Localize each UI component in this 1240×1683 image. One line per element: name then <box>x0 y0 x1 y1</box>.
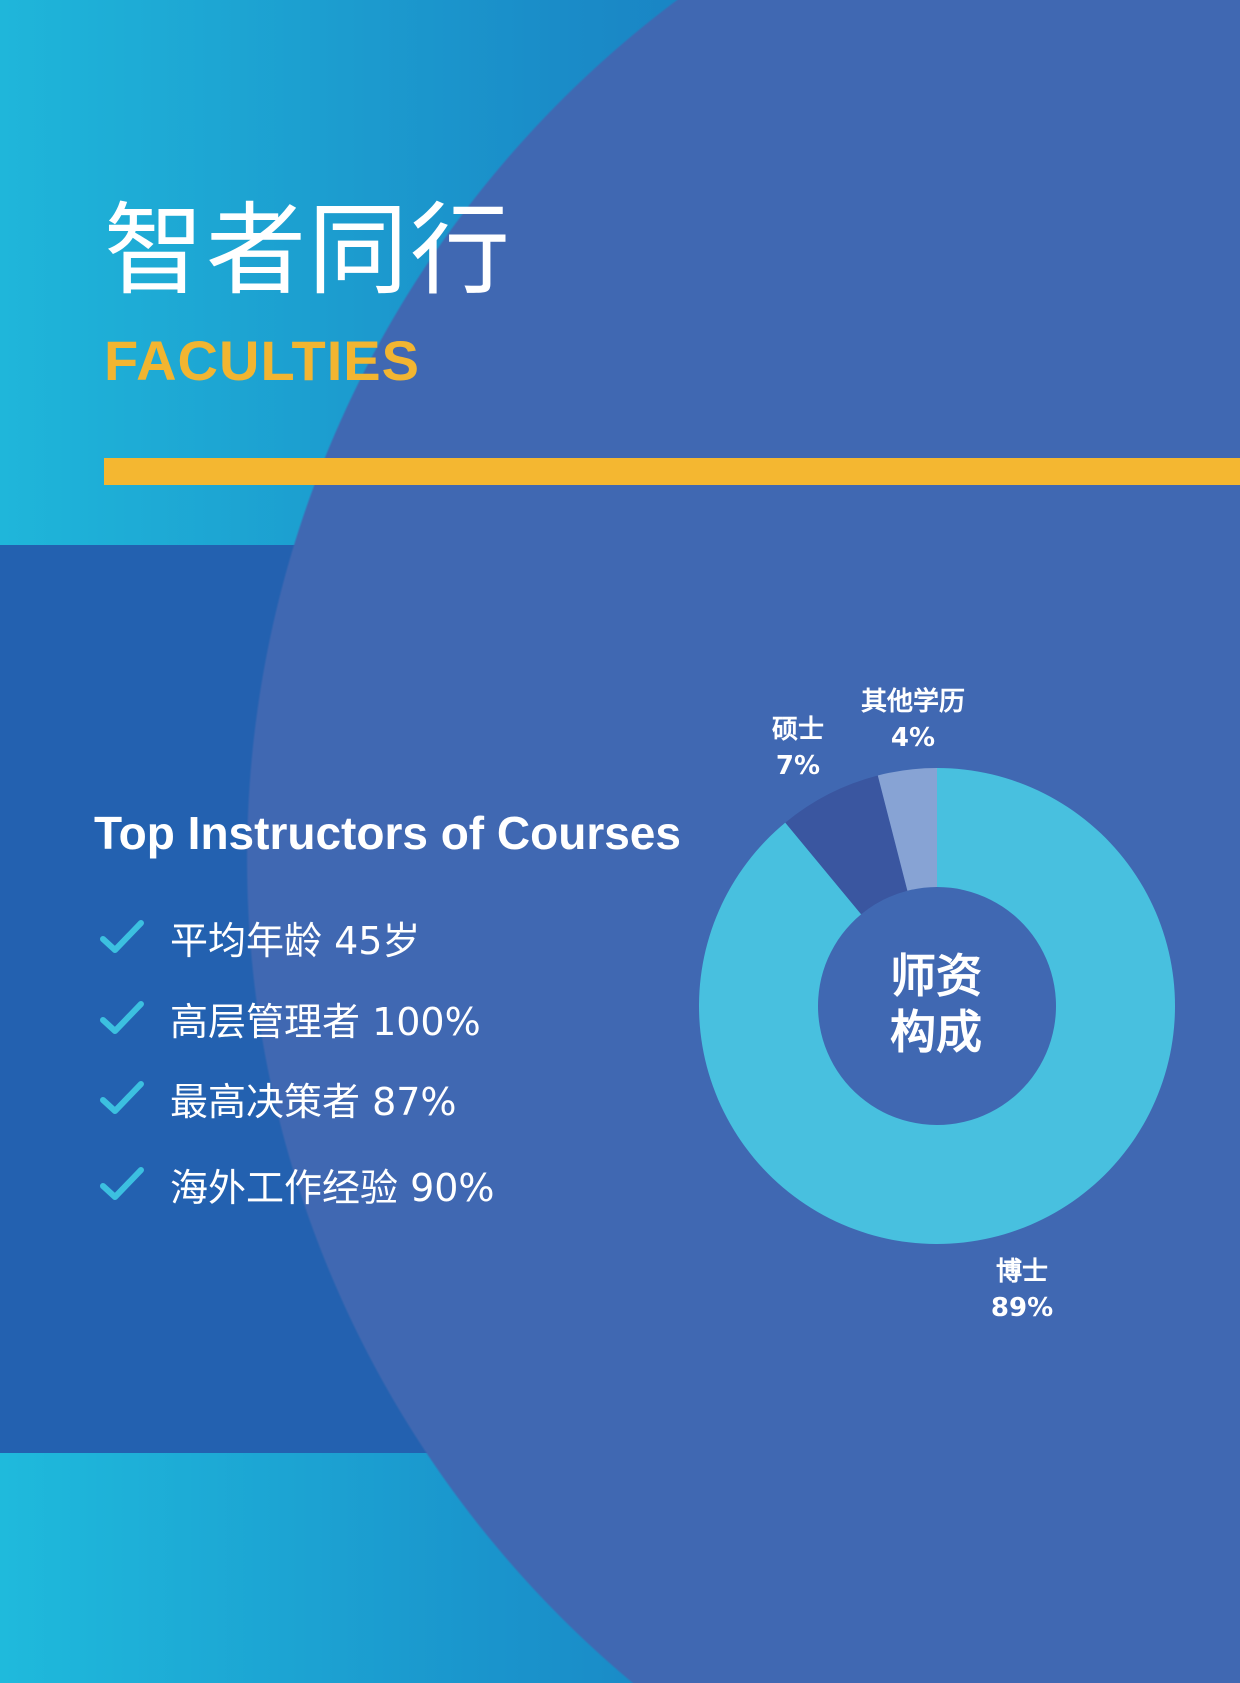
list-item: 最高决策者 87% <box>100 1073 457 1124</box>
check-icon <box>100 1167 144 1200</box>
accent-bar <box>104 458 1240 485</box>
slice-label-value: 7% <box>775 751 821 781</box>
slice-label-other: 其他学历 4% <box>861 684 965 756</box>
donut-slice-2 <box>877 768 937 891</box>
donut-slice-1 <box>785 775 908 915</box>
list-item: 高层管理者 100% <box>100 993 481 1044</box>
slice-label-text: 其他学历 <box>860 687 966 717</box>
check-icon <box>100 1081 144 1114</box>
slice-label-value: 4% <box>890 723 936 753</box>
check-icon <box>100 920 144 953</box>
page-subtitle: FACULTIES <box>104 329 420 392</box>
chart-center-title-line: 构成 <box>890 1005 982 1059</box>
list-item: 海外工作经验 90% <box>100 1159 495 1210</box>
slice-label-value: 89% <box>990 1293 1054 1323</box>
highlights-heading: Top Instructors of Courses <box>94 807 681 859</box>
chart-center-title-line: 师资 <box>890 949 982 1003</box>
list-item-text: 平均年龄 45岁 <box>170 918 421 963</box>
page-title: 智者同行 <box>104 192 512 309</box>
list-item-text: 高层管理者 100% <box>170 999 481 1044</box>
donut-slice-0 <box>699 768 1176 1244</box>
list-item-text: 最高决策者 87% <box>170 1079 457 1124</box>
slice-label-text: 博士 <box>995 1257 1049 1287</box>
slice-label-text: 硕士 <box>771 715 825 745</box>
chart-center-title: 师资 构成 <box>876 948 996 1060</box>
slice-label-master: 硕士 7% <box>772 712 824 784</box>
list-item-text: 海外工作经验 90% <box>170 1165 495 1210</box>
slice-label-phd: 博士 89% <box>991 1254 1053 1326</box>
list-item: 平均年龄 45岁 <box>100 912 421 963</box>
check-icon <box>100 1001 144 1034</box>
